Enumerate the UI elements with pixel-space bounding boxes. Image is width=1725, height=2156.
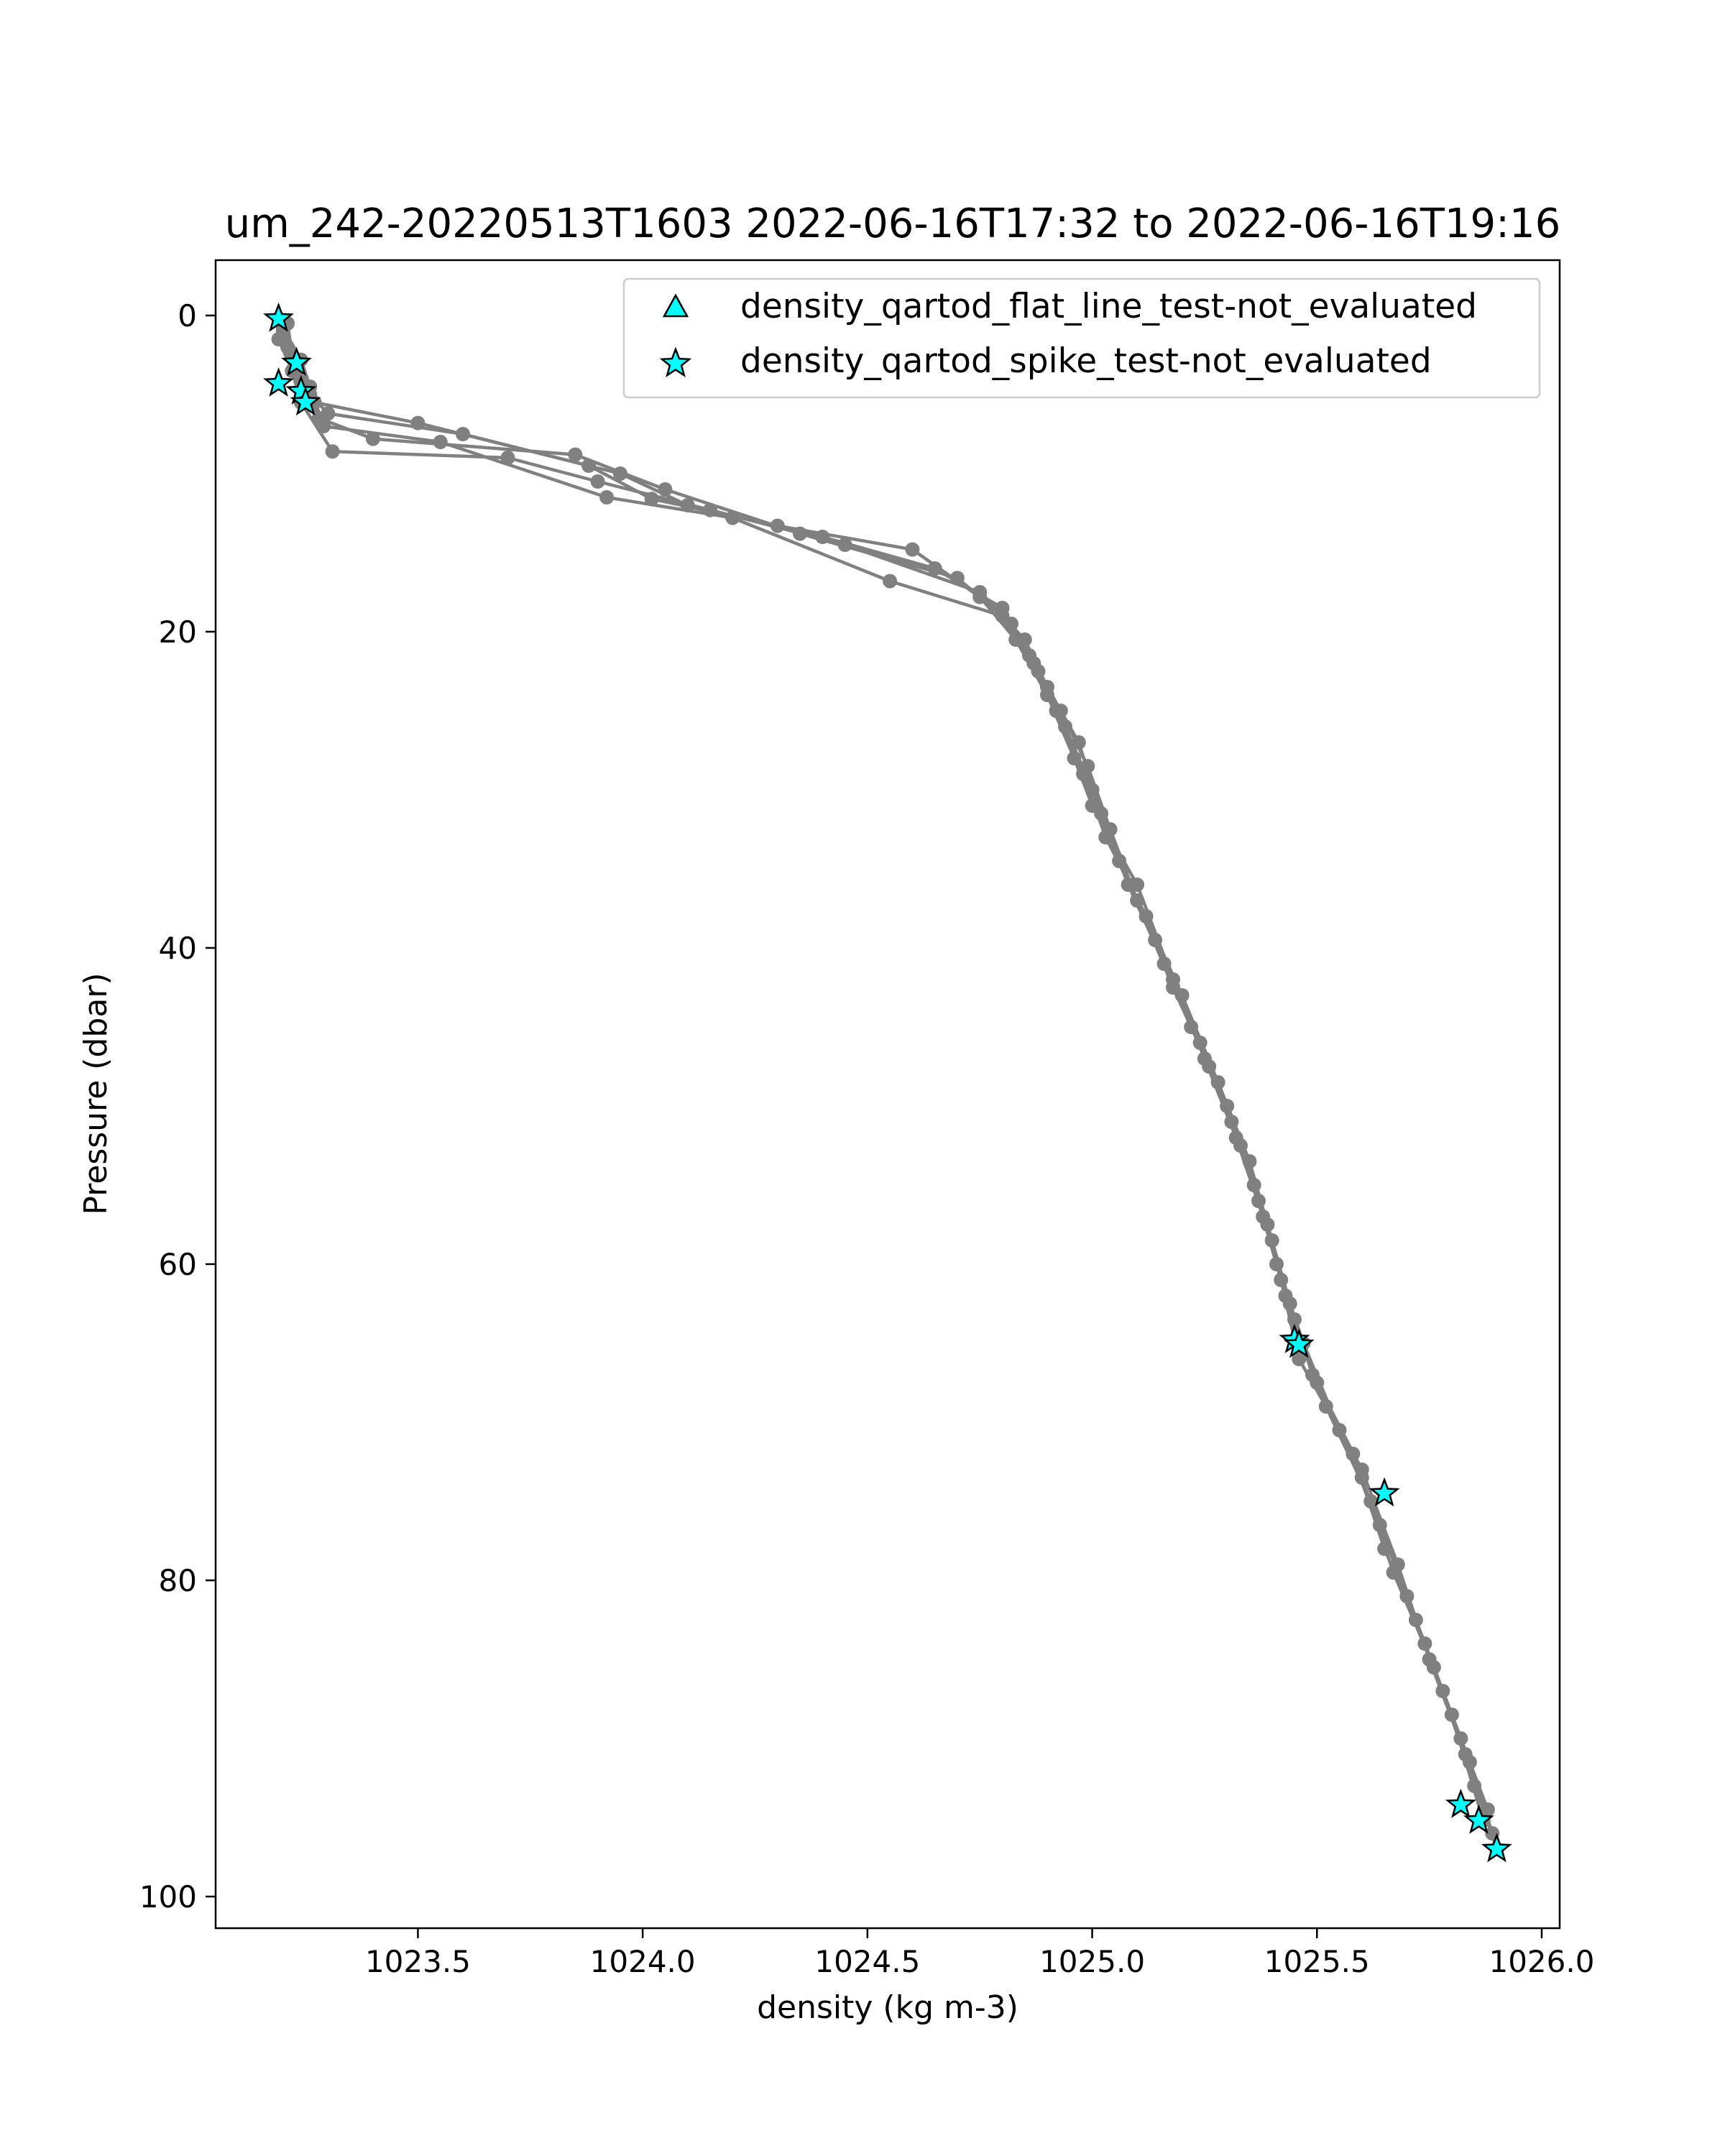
profile-point bbox=[1305, 1368, 1320, 1382]
legend-star-marker-icon bbox=[659, 346, 692, 378]
profile-point bbox=[1130, 893, 1145, 908]
spike-test-star-marker bbox=[1445, 1788, 1476, 1818]
markers-layer bbox=[263, 302, 1512, 1863]
legend-entry-flat-line: density_qartod_flat_line_test-not_evalua… bbox=[662, 287, 1477, 326]
x-tick-label: 1026.0 bbox=[1489, 1944, 1594, 1979]
spike-test-star-marker bbox=[263, 367, 294, 397]
x-tick-label: 1025.0 bbox=[1039, 1944, 1145, 1979]
profile-point bbox=[1166, 980, 1181, 995]
profile-point bbox=[972, 585, 988, 599]
y-tick-label: 100 bbox=[139, 1879, 197, 1915]
legend-label-spike: density_qartod_spike_test-not_evaluated bbox=[740, 341, 1432, 381]
legend-box bbox=[622, 277, 1541, 399]
profile-point bbox=[1462, 1755, 1477, 1769]
x-axis: 1023.5 1024.0 1024.5 1025.0 1025.5 1026.0 bbox=[365, 1928, 1594, 1979]
profile-point bbox=[658, 482, 673, 497]
spike-test-star-marker bbox=[290, 386, 321, 416]
y-axis: 0 20 40 60 80 100 bbox=[139, 298, 216, 1915]
spike-test-star-marker bbox=[1481, 1833, 1512, 1863]
profile-point bbox=[599, 490, 615, 505]
y-axis-label: Pressure (dbar) bbox=[78, 972, 114, 1215]
profile-point bbox=[1103, 822, 1118, 837]
chart-title: um_242-20220513T1603 2022-06-16T17:32 to… bbox=[225, 201, 1561, 247]
profile-point bbox=[905, 542, 920, 557]
profile-point bbox=[1386, 1565, 1401, 1580]
legend-entry-spike: density_qartod_spike_test-not_evaluated bbox=[659, 341, 1432, 381]
spike-test-star-marker bbox=[1368, 1477, 1400, 1507]
profile-point bbox=[1260, 1217, 1275, 1232]
x-axis-label: density (kg m-3) bbox=[757, 1989, 1018, 2026]
profile-point bbox=[995, 609, 1010, 623]
profile-point bbox=[1202, 1059, 1217, 1074]
y-tick-label: 40 bbox=[159, 931, 197, 966]
profile-point bbox=[1282, 1296, 1297, 1311]
profile-point bbox=[568, 447, 583, 462]
profile-point bbox=[1426, 1660, 1441, 1674]
plot-frame bbox=[214, 259, 1561, 1930]
profile-point bbox=[365, 431, 380, 446]
profile-point bbox=[883, 573, 898, 589]
y-tick-label: 20 bbox=[159, 614, 197, 650]
y-tick-label: 0 bbox=[178, 298, 197, 333]
x-tick-label: 1024.5 bbox=[814, 1944, 920, 1979]
spike-test-star-marker bbox=[1283, 1328, 1315, 1358]
spike-test-star-marker bbox=[281, 346, 312, 377]
profile-point bbox=[590, 474, 605, 489]
profile-point bbox=[1233, 1138, 1248, 1153]
profile-point bbox=[500, 451, 515, 465]
spike-test-star-marker bbox=[1463, 1804, 1494, 1834]
legend-label-flat-line: density_qartod_flat_line_test-not_evalua… bbox=[740, 287, 1477, 326]
profile-point bbox=[316, 419, 331, 433]
profile-point bbox=[456, 427, 470, 441]
profile-point bbox=[725, 510, 740, 525]
x-tick-label: 1023.5 bbox=[365, 1944, 471, 1979]
spike-test-star-marker bbox=[263, 302, 294, 332]
legend-star-shape bbox=[659, 346, 692, 378]
profile-point bbox=[271, 332, 286, 346]
profile-point bbox=[837, 538, 852, 552]
profile-point bbox=[1080, 759, 1095, 773]
profile-point bbox=[1292, 1352, 1307, 1366]
x-tick-label: 1024.0 bbox=[590, 1944, 696, 1979]
y-tick-label: 80 bbox=[159, 1563, 197, 1598]
plot-area bbox=[214, 259, 1561, 1930]
profile-point bbox=[1026, 656, 1041, 671]
profile-point bbox=[1354, 1470, 1369, 1485]
profile-point bbox=[325, 444, 340, 459]
legend-triangle-marker-icon bbox=[662, 293, 689, 318]
y-tick-label: 60 bbox=[159, 1247, 197, 1282]
legend: density_qartod_flat_line_test-not_evalua… bbox=[622, 277, 1541, 399]
profile-point bbox=[1053, 704, 1068, 718]
x-tick-label: 1025.5 bbox=[1264, 1944, 1370, 1979]
profile-point bbox=[433, 435, 448, 449]
